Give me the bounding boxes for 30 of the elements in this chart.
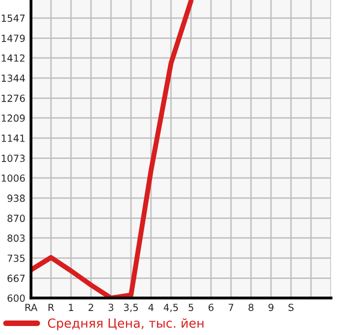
x-tick-label: 3,5 xyxy=(124,304,138,312)
x-tick-label: 8 xyxy=(248,304,254,312)
y-tick-label: 667 xyxy=(8,274,25,282)
x-tick-label: S xyxy=(288,304,294,312)
y-tick-label: 1073 xyxy=(2,154,25,162)
x-tick-label: 4,5 xyxy=(164,304,178,312)
x-tick-label: 1 xyxy=(68,304,74,311)
x-tick-label: 4 xyxy=(148,304,154,311)
y-tick-label: 1006 xyxy=(2,174,25,182)
x-tick-label: 9 xyxy=(268,304,274,312)
y-tick-label: 600 xyxy=(8,294,25,302)
x-tick-label: 3 xyxy=(108,304,114,312)
x-tick-label: 2 xyxy=(88,304,94,311)
x-tick-label: 6 xyxy=(208,304,214,312)
legend-label: Средняя Цена, тыс. йен xyxy=(48,318,204,330)
y-tick-label: 1209 xyxy=(2,114,25,122)
y-tick-label: 1547 xyxy=(2,14,25,22)
y-tick-label: 735 xyxy=(8,254,25,262)
x-tick-label: 5 xyxy=(188,304,194,312)
y-tick-label: 870 xyxy=(8,214,25,222)
y-tick-label: 1479 xyxy=(2,34,25,42)
y-tick-label: 1276 xyxy=(2,94,25,102)
y-tick-label: 1344 xyxy=(2,74,25,82)
x-tick-label: 7 xyxy=(228,304,234,311)
y-tick-label: 1141 xyxy=(2,134,25,142)
y-tick-label: 1412 xyxy=(2,54,24,62)
x-tick-label: R xyxy=(48,304,54,311)
x-tick-label: RA xyxy=(25,304,38,311)
y-tick-label: 938 xyxy=(8,194,25,202)
y-tick-label: 803 xyxy=(8,234,25,242)
